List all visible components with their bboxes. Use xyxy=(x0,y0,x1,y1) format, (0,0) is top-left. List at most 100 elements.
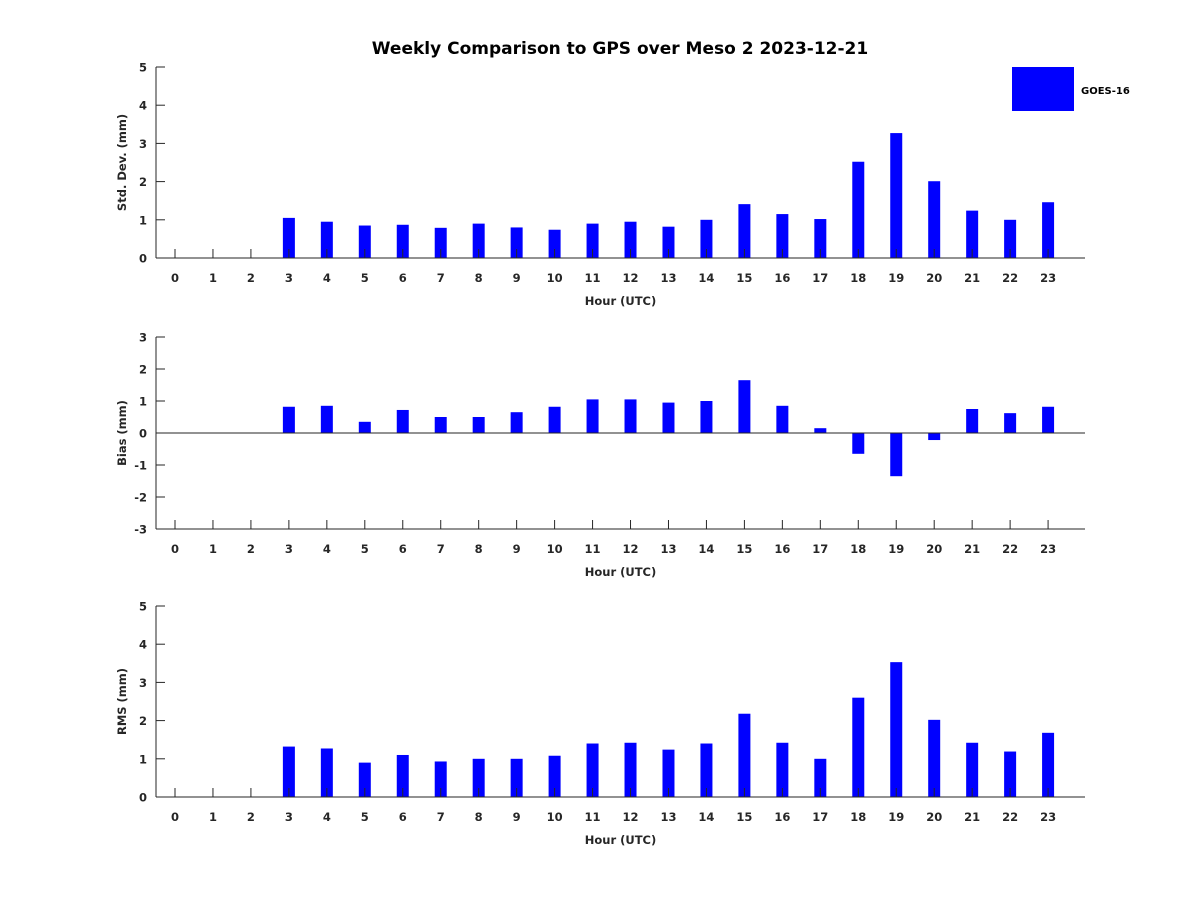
x-tick-label: 8 xyxy=(475,542,483,556)
bar xyxy=(472,223,485,258)
x-tick-label: 21 xyxy=(964,542,980,556)
x-tick-label: 22 xyxy=(1002,810,1018,824)
x-axis-label: Hour (UTC) xyxy=(585,833,657,847)
x-tick-label: 10 xyxy=(547,271,563,285)
x-tick-label: 21 xyxy=(964,271,980,285)
x-tick-label: 9 xyxy=(513,542,521,556)
bar xyxy=(434,417,447,433)
y-tick-label: -1 xyxy=(134,459,147,473)
y-tick-label: 1 xyxy=(139,213,147,227)
y-tick-label: 5 xyxy=(139,600,147,614)
bar xyxy=(624,221,637,258)
x-tick-label: 17 xyxy=(812,810,828,824)
y-tick-label: 0 xyxy=(139,252,147,266)
x-tick-label: 14 xyxy=(698,810,714,824)
x-tick-label: 3 xyxy=(285,271,293,285)
bar xyxy=(966,210,979,258)
bar xyxy=(890,133,903,258)
bar xyxy=(358,225,371,258)
x-tick-label: 8 xyxy=(475,271,483,285)
bar xyxy=(510,758,523,797)
x-tick-label: 23 xyxy=(1040,271,1056,285)
x-tick-label: 16 xyxy=(774,542,790,556)
y-tick-label: -3 xyxy=(134,523,147,537)
x-tick-label: 15 xyxy=(736,271,752,285)
x-tick-label: 15 xyxy=(736,810,752,824)
x-tick-label: 23 xyxy=(1040,810,1056,824)
x-tick-label: 22 xyxy=(1002,271,1018,285)
bar xyxy=(1004,219,1017,258)
x-tick-label: 18 xyxy=(850,271,866,285)
chart-title: Weekly Comparison to GPS over Meso 2 202… xyxy=(372,39,868,59)
bar xyxy=(320,405,333,433)
bar xyxy=(472,758,485,797)
x-tick-label: 1 xyxy=(209,271,217,285)
bar xyxy=(510,412,523,433)
x-tick-label: 12 xyxy=(623,271,639,285)
bar xyxy=(624,742,637,797)
x-tick-label: 16 xyxy=(774,810,790,824)
x-tick-label: 19 xyxy=(888,810,904,824)
bar xyxy=(282,217,295,258)
y-tick-label: 2 xyxy=(139,363,147,377)
x-axis-label: Hour (UTC) xyxy=(585,565,657,579)
bar xyxy=(548,406,561,433)
bar xyxy=(396,409,409,433)
x-tick-label: 14 xyxy=(698,271,714,285)
x-tick-label: 10 xyxy=(547,542,563,556)
x-tick-label: 17 xyxy=(812,271,828,285)
bar xyxy=(700,743,713,797)
bar xyxy=(510,227,523,258)
bar xyxy=(814,428,827,433)
x-tick-label: 7 xyxy=(437,542,445,556)
bar xyxy=(586,399,599,433)
x-tick-label: 6 xyxy=(399,271,407,285)
x-tick-label: 19 xyxy=(888,271,904,285)
y-axis-label: RMS (mm) xyxy=(115,668,129,735)
y-tick-label: 5 xyxy=(139,61,147,75)
x-tick-label: 18 xyxy=(850,810,866,824)
x-tick-label: 3 xyxy=(285,810,293,824)
x-tick-label: 14 xyxy=(698,542,714,556)
bar xyxy=(282,406,295,433)
x-tick-label: 6 xyxy=(399,810,407,824)
bar xyxy=(1042,732,1055,797)
x-tick-label: 11 xyxy=(585,271,601,285)
y-tick-label: 4 xyxy=(139,99,147,113)
bar xyxy=(358,421,371,433)
x-tick-label: 7 xyxy=(437,271,445,285)
x-tick-label: 0 xyxy=(171,271,179,285)
x-tick-label: 1 xyxy=(209,542,217,556)
bar xyxy=(928,719,941,797)
bar xyxy=(890,433,903,477)
bar xyxy=(320,748,333,797)
x-tick-label: 15 xyxy=(736,542,752,556)
x-tick-label: 22 xyxy=(1002,542,1018,556)
x-tick-label: 18 xyxy=(850,542,866,556)
x-tick-label: 20 xyxy=(926,271,942,285)
bar xyxy=(662,226,675,258)
x-tick-label: 5 xyxy=(361,542,369,556)
x-tick-label: 6 xyxy=(399,542,407,556)
bar xyxy=(776,742,789,797)
bar xyxy=(700,219,713,258)
y-tick-label: 3 xyxy=(139,676,147,690)
x-tick-label: 11 xyxy=(585,810,601,824)
bar xyxy=(852,697,865,797)
x-axis-label: Hour (UTC) xyxy=(585,294,657,308)
bar xyxy=(966,409,979,433)
bar xyxy=(434,761,447,797)
x-tick-label: 5 xyxy=(361,810,369,824)
x-tick-label: 16 xyxy=(774,271,790,285)
x-tick-label: 2 xyxy=(247,271,255,285)
x-tick-label: 4 xyxy=(323,810,331,824)
y-axis-label: Std. Dev. (mm) xyxy=(115,114,129,211)
x-tick-label: 0 xyxy=(171,810,179,824)
bar xyxy=(1004,413,1017,433)
y-tick-label: 3 xyxy=(139,331,147,345)
y-tick-label: -2 xyxy=(134,491,147,505)
bar xyxy=(662,402,675,433)
y-tick-label: 2 xyxy=(139,175,147,189)
